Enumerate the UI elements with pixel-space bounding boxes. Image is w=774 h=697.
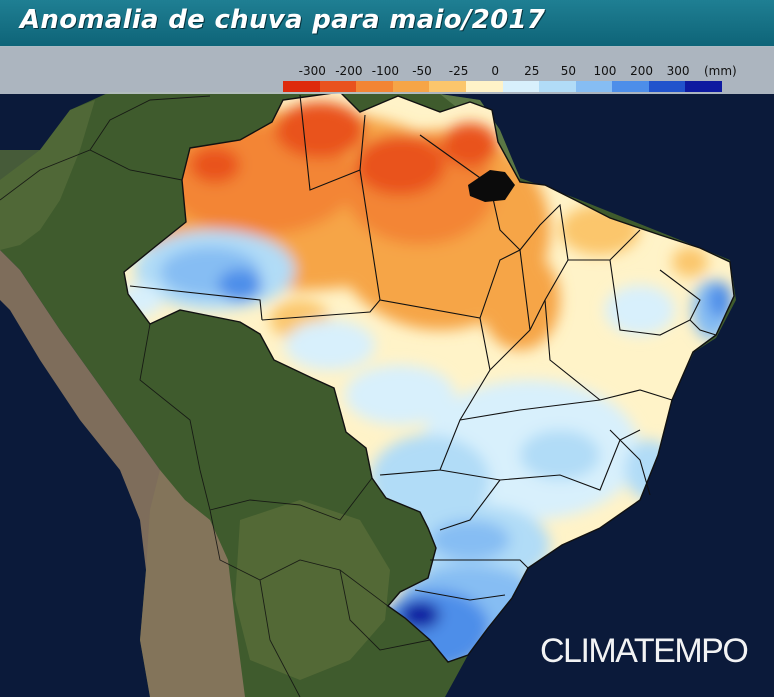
legend-swatch [539,81,577,92]
color-legend: -300 -200 -100 -50 -25 0 25 50 100 200 300 (mm) [0,46,774,94]
state-borders [129,94,717,601]
andes-region [0,250,245,697]
legend-label: 300 [666,64,690,78]
anomaly-overlay [124,92,734,662]
brazil-outline [123,91,735,663]
legend-label: -100 [371,64,400,78]
legend-label: -50 [412,64,432,78]
chaco-region [235,500,390,680]
north-andes-region [0,100,95,250]
climatempo-logo: CLIMATEMPO [540,632,749,670]
legend-swatch [648,81,686,92]
legend-swatch [685,81,723,92]
legend-swatch [392,81,430,92]
legend-swatch [429,81,467,92]
legend-unit: (mm) [704,64,737,78]
legend-label: 50 [560,64,576,78]
legend-label: -200 [335,64,363,78]
legend-label: 0 [491,64,499,78]
legend-swatch [319,81,357,92]
legend-swatch [502,81,540,92]
legend-label: -300 [298,64,326,78]
country-borders [0,95,431,697]
title-bar: Anomalia de chuva para maio/2017 [0,0,774,47]
legend-swatch [283,81,321,92]
legend-label: 200 [630,64,653,78]
legend-label: 25 [524,64,540,78]
legend-swatch [575,81,613,92]
legend-swatch [465,81,503,92]
legend-swatch [356,81,394,92]
legend-label: -25 [448,64,469,78]
marajo-island [468,170,515,202]
legend-label: 100 [593,64,617,78]
map-title: Anomalia de chuva para maio/2017 [20,5,546,35]
legend-swatch [612,81,650,92]
